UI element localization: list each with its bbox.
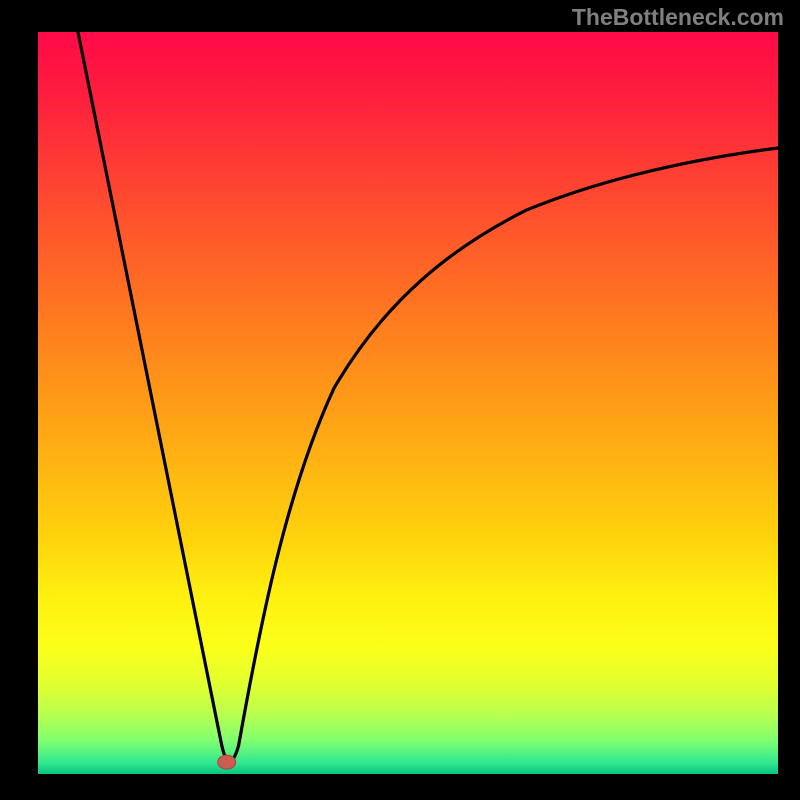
plot-area bbox=[38, 32, 778, 774]
chart-svg bbox=[38, 32, 778, 774]
gradient-background bbox=[38, 32, 778, 774]
watermark-text: TheBottleneck.com bbox=[572, 4, 784, 31]
frame-bottom bbox=[0, 774, 800, 800]
frame-right bbox=[778, 0, 800, 800]
frame-left bbox=[0, 0, 38, 800]
vertex-marker bbox=[218, 755, 236, 769]
